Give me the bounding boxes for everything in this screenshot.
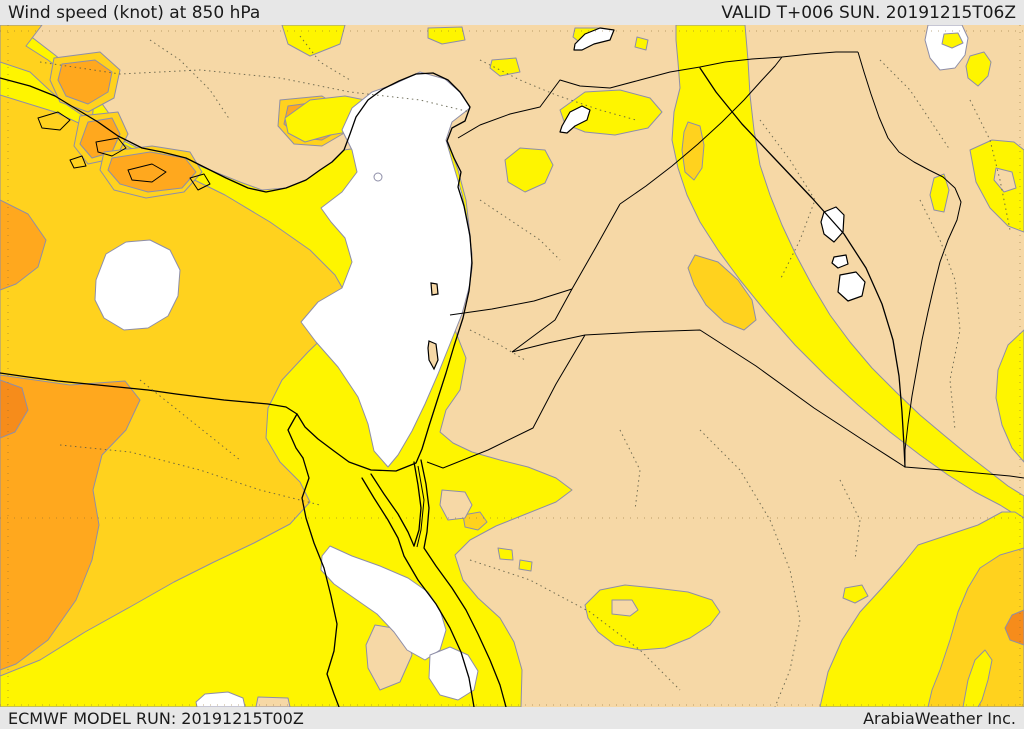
coastline-red-sea-east [420,459,507,707]
calm-area-east-mediterranean [300,71,473,468]
yellow-cell-small-1 [489,57,521,77]
lake-beysehir [559,105,591,134]
latlon-grid [0,25,1024,707]
lake-tuz [573,27,615,51]
tan-hole-riyadh [611,599,639,617]
calm-area-hejaz [428,646,479,701]
yellow-cell-small-2 [634,36,649,51]
coastline-sinai-west [370,473,415,547]
border-jordan-iraq [511,288,573,353]
coastline-nile-delta [287,413,304,459]
lake-razzaza [837,271,866,302]
orange-cell-aegean-1 [57,59,113,105]
wind-band-deep-orange-sw [0,379,29,439]
border-turkey-syria-iraq [457,51,858,139]
yellow-cell-nsyria-1 [559,89,663,136]
border-syria-iraq [619,56,783,205]
lake-habbaniyah [831,254,849,269]
valid-time-label: VALID T+006 SUN. 20191215T06Z [721,2,1016,23]
footer-bar: ECMWF MODEL RUN: 20191215T00Z ArabiaWeat… [0,707,1024,729]
coastlines-and-borders [0,51,1024,707]
lakes [427,27,866,371]
wind-band-yellow-jet-iraq [671,25,1024,521]
jet-gold-core-south [687,254,757,331]
wind-band-orange-sw [0,374,141,671]
yellow-cell-nsyria-2 [504,147,554,193]
gold-spot-nsaudi [462,511,488,531]
admin-boundaries [39,35,1011,707]
orange-cell-aegean-3 [107,151,197,193]
map-title: Wind speed (knot) at 850 hPa [8,2,261,23]
border-jordan-saudi [426,334,586,469]
aegean-islands [37,111,211,191]
deep-orange-cell-right-edge [1004,609,1024,646]
yellow-cell-right-edge [995,329,1024,463]
model-run-label: ECMWF MODEL RUN: 20191215T00Z [8,708,304,728]
calm-area-north-red-sea [320,545,447,661]
river-nile [301,457,340,707]
yellow-cell-top-1 [281,25,346,57]
tan-cell-sinai [439,489,473,521]
coastline-gulf-of-suez-west [361,477,475,707]
tan-hole-ne-iran [993,167,1017,193]
jet-gold-core-north [681,121,705,181]
wind-speed-map [0,25,1024,707]
coastline-turkey-levant [0,72,473,472]
yellow-cell-esaudi [842,584,869,604]
credit-label: ArabiaWeather Inc. [863,708,1016,728]
yellow-cell-nsaudi-2 [518,559,533,572]
border-egypt-israel [416,465,425,548]
tan-cell-bottom [255,696,291,707]
wind-band-orange-left-edge [0,199,47,291]
yellow-cell-urmia-east [965,51,992,87]
yellow-crescent-urmia [941,32,964,49]
yellow-snake-southeast [962,649,993,707]
calm-area-egypt-desert [94,239,181,331]
calm-area-nile-valley [195,691,246,707]
yellow-cell-zagros-1 [929,173,950,213]
river-euphrates [699,67,906,468]
wind-speed-regions [0,25,1024,707]
yellow-cell-nsaudi-1 [497,547,514,561]
dead-sea [427,340,439,371]
border-turkey-iran [857,51,962,467]
header-bar: Wind speed (knot) at 850 hPa VALID T+006… [0,0,1024,25]
yellow-cell-ne-iran [969,139,1024,233]
sea-of-galilee [430,282,439,296]
calm-dot-mediterranean [373,172,383,182]
lake-tharthar [820,206,845,243]
wind-band-gold-southeast [927,547,1024,707]
coastline-sinai-east [413,461,422,547]
border-syria-jordan [449,203,621,316]
border-saudi-iraq [584,329,1024,479]
